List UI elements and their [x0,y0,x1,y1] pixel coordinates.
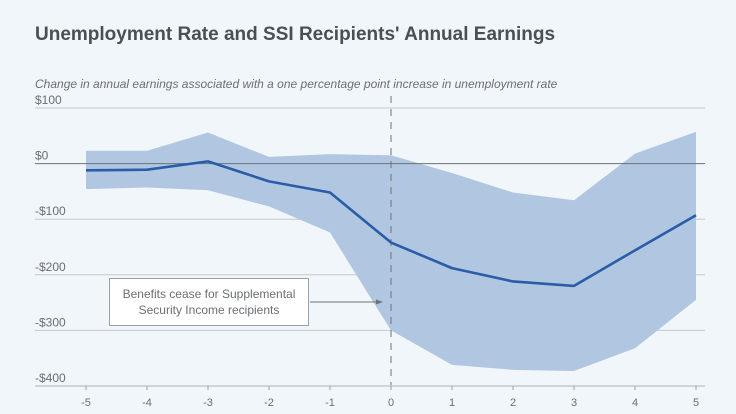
y-tick-label: -$200 [35,260,66,274]
x-tick-label: 1 [449,397,455,409]
y-tick-label: -$300 [35,315,66,329]
annotation-box: Benefits cease for Supplemental Security… [109,278,309,326]
annotation-text-line2: Security Income recipients [138,303,280,317]
y-tick-label: $0 [35,149,49,163]
x-tick-label: -1 [325,397,335,409]
chart-title: Unemployment Rate and SSI Recipients' An… [35,24,556,45]
y-tick-label: -$100 [35,204,66,218]
x-tick-label: 2 [510,397,516,409]
confidence-band [86,131,696,371]
x-tick-label: 4 [632,397,638,409]
chart-subtitle: Change in annual earnings associated wit… [35,77,558,91]
y-tick-label: $100 [35,93,62,107]
x-tick-label: 5 [693,397,699,409]
x-tick-label: -4 [142,397,152,409]
x-tick-label: 0 [388,397,394,409]
x-tick-label: 3 [571,397,577,409]
annotation-arrowhead [376,299,383,305]
estimate-line [85,160,697,288]
x-tick-label: -5 [81,397,91,409]
x-tick-label: -2 [264,397,274,409]
y-tick-label: -$400 [35,371,66,385]
annotation-text-line1: Benefits cease for Supplemental [122,287,296,301]
x-tick-label: -3 [203,397,213,409]
